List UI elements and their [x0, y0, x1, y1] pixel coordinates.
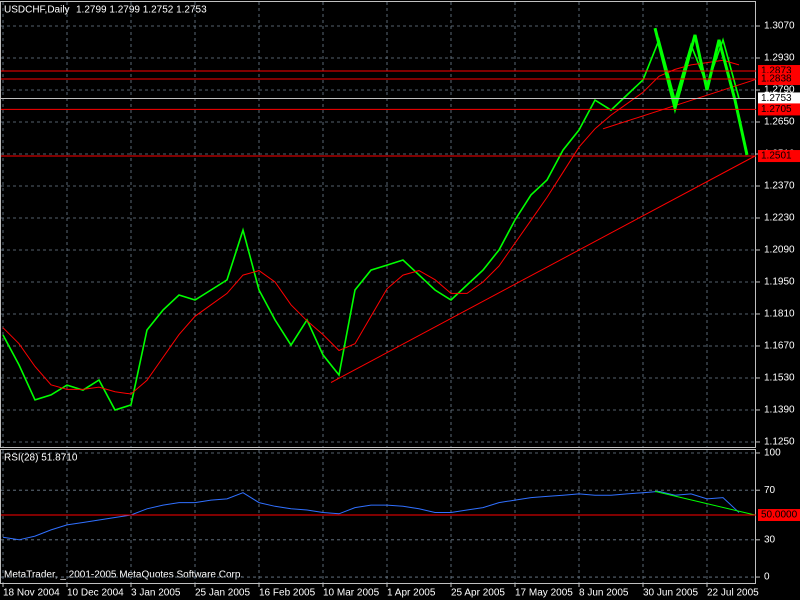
- y-tick-label: 70: [764, 485, 776, 496]
- level-label: 1.2838: [761, 74, 792, 85]
- y-tick-label: 1.2650: [764, 117, 795, 128]
- trend-line: [654, 490, 756, 516]
- level-box: [758, 73, 800, 86]
- x-tick-label: 3 Jan 2005: [131, 588, 181, 599]
- x-tick-label: 25 Apr 2005: [451, 588, 505, 599]
- y-tick-label: 1.2370: [764, 181, 795, 192]
- x-tick-label: 16 Feb 2005: [259, 588, 316, 599]
- y-tick-label: 1.1810: [764, 309, 795, 320]
- level-label: 1.2501: [761, 151, 792, 162]
- y-tick-label: 1.1950: [764, 277, 795, 288]
- price-line: [2, 37, 740, 411]
- y-tick-label: 1.1390: [764, 405, 795, 416]
- x-tick-label: 1 Apr 2005: [387, 588, 436, 599]
- y-tick-label: 1.2230: [764, 213, 795, 224]
- y-tick-label: 1.2790: [764, 85, 795, 96]
- rsi-panel: [0, 449, 756, 584]
- main-panel: [0, 1, 756, 448]
- y-tick-label: 1.3070: [764, 21, 795, 32]
- rsi-title: RSI(28) 51.8710: [4, 453, 78, 464]
- moving-average: [2, 59, 740, 395]
- x-tick-label: 18 Nov 2004: [3, 588, 60, 599]
- x-tick-label: 10 Mar 2005: [323, 588, 380, 599]
- y-tick-label: 30: [764, 534, 776, 545]
- trend-line: [330, 155, 756, 383]
- y-tick-label: 1.1250: [764, 437, 795, 448]
- level-box: [758, 150, 800, 163]
- footer: MetaTrader, _ 2001-2005 MetaQuotes Softw…: [4, 570, 243, 581]
- y-tick-label: 0: [764, 572, 770, 583]
- y-tick-label: 100: [764, 448, 781, 459]
- level-box: [758, 92, 800, 105]
- level-box: [758, 509, 800, 522]
- chart-title: USDCHF,Daily: [4, 5, 70, 16]
- y-tick-label: 1.1670: [764, 341, 795, 352]
- x-tick-label: 17 May 2005: [515, 588, 573, 599]
- level-label: 1.2873: [761, 66, 792, 77]
- x-tick-label: 10 Dec 2004: [67, 588, 124, 599]
- x-tick-label: 8 Jun 2005: [579, 588, 629, 599]
- chart-subtitle: 1.2799 1.2799 1.2752 1.2753: [76, 5, 207, 16]
- level-label: 50.0000: [761, 510, 798, 521]
- x-tick-label: 22 Jul 2005: [707, 588, 759, 599]
- y-tick-label: 1.2930: [764, 53, 795, 64]
- x-tick-label: 25 Jan 2005: [195, 588, 250, 599]
- y-tick-label: 1.1530: [764, 373, 795, 384]
- level-box: [758, 103, 800, 116]
- y-tick-label: 1.2090: [764, 245, 795, 256]
- x-tick-label: 30 Jun 2005: [643, 588, 698, 599]
- level-label: 1.2753: [761, 93, 792, 104]
- trend-line: [653, 27, 749, 156]
- level-label: 1.2705: [761, 104, 792, 115]
- price-line: [2, 490, 740, 541]
- trend-line: [602, 79, 756, 130]
